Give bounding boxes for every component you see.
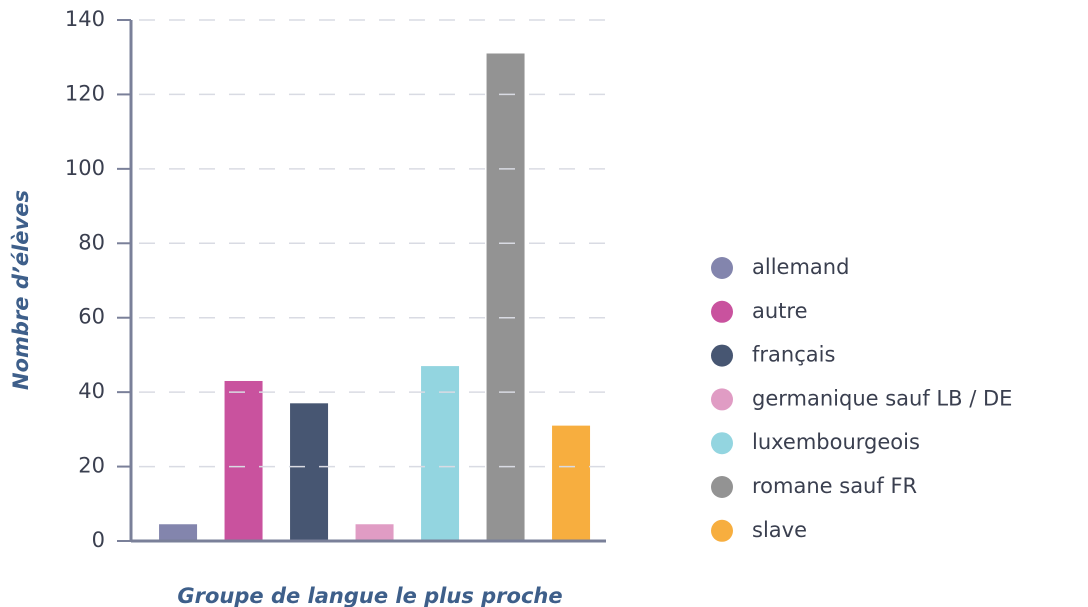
bar <box>159 524 198 541</box>
legend-label: autre <box>752 299 808 323</box>
bar <box>486 53 525 541</box>
y-tick-label: 40 <box>78 379 105 403</box>
y-axis-title: Nombre d’élèves <box>9 190 33 390</box>
y-tick-label: 60 <box>78 305 105 329</box>
legend-label: allemand <box>752 255 849 279</box>
legend-label: romane sauf FR <box>752 474 917 498</box>
legend-label: français <box>752 343 835 367</box>
bar <box>290 403 329 541</box>
x-axis-title: Groupe de langue le plus proche <box>177 584 562 607</box>
legend-marker <box>711 476 733 498</box>
legend-marker <box>711 300 733 323</box>
legend-marker <box>711 388 733 411</box>
y-tick-label: 20 <box>78 454 105 478</box>
y-tick-label: 140 <box>65 7 105 31</box>
legend-marker <box>711 257 733 279</box>
legend-label: slave <box>752 518 807 542</box>
y-tick-label: 100 <box>65 156 105 180</box>
y-tick-label: 0 <box>92 528 105 552</box>
bar <box>355 524 394 541</box>
bar <box>552 425 591 541</box>
bar <box>224 380 263 541</box>
legend-marker <box>711 344 733 367</box>
bar <box>421 366 460 541</box>
legend-label: germanique sauf LB / DE <box>752 386 1012 410</box>
y-tick-label: 80 <box>78 230 105 254</box>
legend-marker <box>711 432 733 455</box>
legend-marker <box>711 519 733 542</box>
legend-label: luxembourgeois <box>752 430 920 454</box>
y-tick-label: 120 <box>65 81 105 105</box>
